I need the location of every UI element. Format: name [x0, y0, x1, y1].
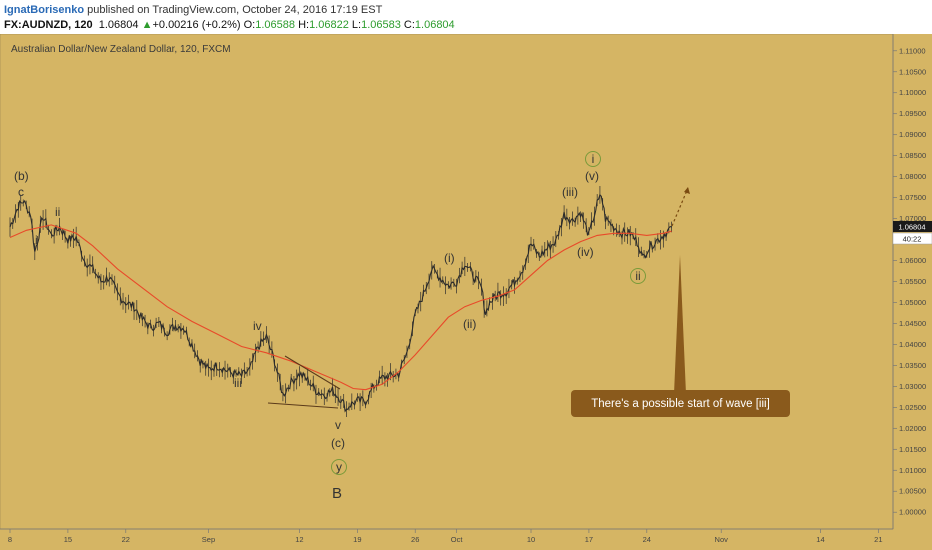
last-price: 1.06804: [98, 19, 139, 31]
y-tick-label: 1.06000: [899, 256, 926, 265]
wave-circle-y: [331, 459, 347, 475]
wave-circle-i: [585, 151, 601, 167]
x-axis-ticks: 8 15 22 Sep 12 19 26 Oct 10 17 24 Nov 14 21: [8, 529, 883, 544]
high-value: 1.06822: [309, 19, 349, 31]
x-tick-label: Oct: [451, 535, 464, 544]
y-tick-label: 1.00500: [899, 487, 926, 496]
y-tick-label: 1.08000: [899, 172, 926, 181]
chart-background: [0, 34, 932, 550]
high-label: H:: [298, 19, 310, 31]
wave-label-c-paren: (c): [331, 436, 345, 450]
y-tick-label: 1.07000: [899, 214, 926, 223]
close-label: C:: [403, 19, 415, 31]
y-tick-label: 1.02500: [899, 403, 926, 412]
up-arrow-icon: ▲: [141, 19, 153, 31]
projection-line: [671, 187, 689, 227]
y-tick-label: 1.07500: [899, 193, 926, 202]
wave-label-v-minor: v: [335, 418, 341, 432]
x-tick-label: 12: [295, 535, 303, 544]
wave-label-B: B: [332, 485, 342, 502]
wave-label-b-paren: (b): [14, 169, 29, 183]
x-tick-label: 10: [527, 535, 535, 544]
wave-label-iv-minor: iv: [253, 319, 262, 333]
y-tick-label: 1.05500: [899, 277, 926, 286]
last-price-tag-text: 1.06804: [898, 223, 925, 232]
x-tick-label: 17: [585, 535, 593, 544]
ohlc-line: FX:AUDNZD, 120 1.06804 ▲+0.00216 (+0.2%)…: [4, 19, 455, 31]
y-tick-label: 1.02000: [899, 424, 926, 433]
publish-info: published on TradingView.com, October 24…: [84, 4, 383, 16]
x-tick-label: Sep: [202, 535, 215, 544]
wave-label-iii-paren: (iii): [562, 185, 578, 199]
x-tick-label: 14: [816, 535, 824, 544]
y-tick-label: 1.08500: [899, 151, 926, 160]
callout-box[interactable]: [571, 390, 790, 417]
y-tick-label: 1.04000: [899, 340, 926, 349]
wave-label-iii-minor: iii: [234, 376, 242, 390]
open-value: 1.06588: [255, 19, 295, 31]
close-value: 1.06804: [414, 19, 455, 31]
open-label: O:: [243, 19, 256, 31]
wave-label-circled-i: i: [592, 152, 595, 166]
countdown-tag: [892, 232, 932, 245]
x-tick-label: 26: [411, 535, 419, 544]
wave-label-i-minor: i: [35, 233, 38, 247]
price-change: +0.00216 (+0.2%): [152, 19, 241, 31]
y-tick-label: 1.03000: [899, 382, 926, 391]
y-tick-label: 1.00000: [899, 508, 926, 517]
x-tick-label: 24: [643, 535, 651, 544]
low-value: 1.06583: [361, 19, 401, 31]
y-tick-label: 1.03500: [899, 361, 926, 370]
chart-title: Australian Dollar/New Zealand Dollar, 12…: [11, 44, 231, 55]
y-tick-label: 1.01500: [899, 445, 926, 454]
callout-pointer: [674, 255, 686, 394]
y-tick-label: 1.01000: [899, 466, 926, 475]
y-tick-label: 1.09500: [899, 109, 926, 118]
x-tick-label: 8: [8, 535, 12, 544]
symbol-label: FX:AUDNZD, 120: [4, 19, 93, 31]
triangle-upper-trendline: [284, 355, 341, 390]
wave-circle-ii: [630, 268, 646, 284]
y-tick-label: 1.04500: [899, 319, 926, 328]
triangle-lower-trendline: [267, 402, 339, 409]
wave-label-c: c: [18, 185, 24, 199]
y-axis-ticks: 1.11000 1.10500 1.10000 1.09500 1.09000 1.085…: [893, 46, 926, 517]
wave-label-ii-minor: ii: [55, 205, 60, 219]
low-label: L:: [351, 19, 362, 31]
y-tick-label: 1.10000: [899, 88, 926, 97]
x-tick-label: 21: [874, 535, 882, 544]
price-series: [9, 193, 672, 413]
author-link[interactable]: IgnatBorisenko: [4, 4, 85, 16]
wave-label-i-paren: (i): [444, 251, 455, 265]
countdown-tag-text: 40:22: [903, 235, 922, 244]
x-tick-label: 22: [122, 535, 130, 544]
x-tick-label: 15: [64, 535, 72, 544]
y-tick-label: 1.05000: [899, 298, 926, 307]
y-tick-label: 1.09000: [899, 130, 926, 139]
wave-label-v-paren: (v): [585, 169, 599, 183]
wave-label-y: y: [336, 460, 342, 474]
x-tick-label: 19: [353, 535, 361, 544]
wave-label-circled-ii: ii: [635, 269, 640, 283]
publish-line: IgnatBorisenko published on TradingView.…: [4, 4, 382, 16]
callout-text: There's a possible start of wave [iii]: [591, 398, 770, 410]
projection-arrowhead-icon: [684, 187, 690, 194]
y-tick-label: 1.10500: [899, 67, 926, 76]
wave-label-iv-paren: (iv): [577, 245, 594, 259]
x-tick-label: Nov: [715, 535, 729, 544]
moving-average-series: [9, 224, 672, 391]
y-tick-label: 1.11000: [899, 46, 926, 55]
publish-header: IgnatBorisenko published on TradingView.…: [0, 0, 932, 34]
price-chart[interactable]: Australian Dollar/New Zealand Dollar, 12…: [0, 34, 932, 550]
series-layer: [9, 186, 672, 418]
last-price-tag: [893, 221, 932, 232]
wave-label-ii-paren: (ii): [463, 317, 476, 331]
